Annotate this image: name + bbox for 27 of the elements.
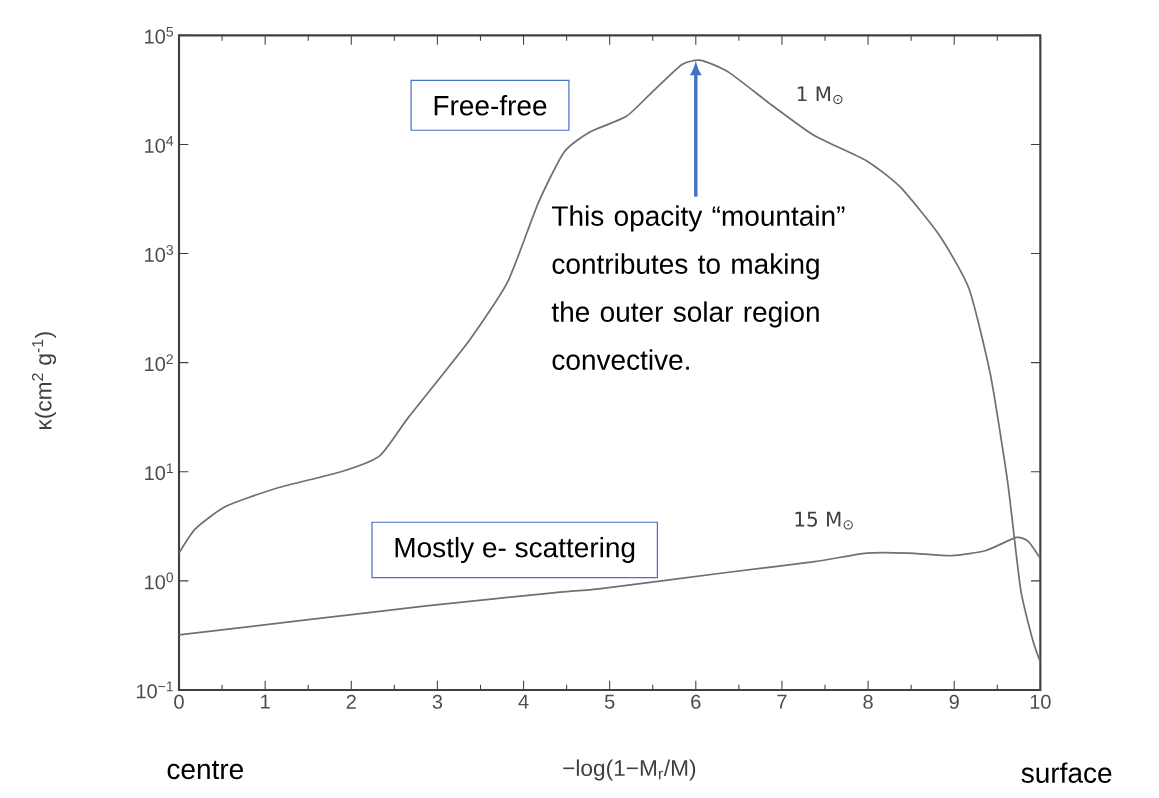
- x-tick-label: 2: [346, 694, 356, 709]
- y-tick-label: 10$^{4}$: [145, 136, 174, 153]
- x-tick-label: 5: [604, 694, 615, 709]
- x-tick-label: 7: [777, 694, 787, 709]
- x-tick-label: 10: [1030, 694, 1051, 709]
- text: centre: [167, 760, 243, 780]
- x-tick-label: 9: [949, 694, 959, 709]
- y-tick-label: 10$^{1}$: [145, 463, 173, 481]
- x-tick-label: 4: [518, 694, 529, 709]
- x-tick-label: 1: [261, 694, 270, 709]
- series-label: 15 M$_{⊙}$: [795, 511, 853, 530]
- y-tick-label: 10$^{0}$: [145, 572, 174, 590]
- y-axis-title: κ(cm$^{2}$ g$^{-1}$): [31, 332, 57, 430]
- x-tick-label: 8: [863, 694, 873, 709]
- annotation: This opacity “mountain” contributes to making the outer solar region convective.: [551, 205, 845, 370]
- x-tick-label: 0: [174, 694, 184, 709]
- y-tick-label: 10$^{5}$: [145, 26, 174, 44]
- annotation: Mostly e- scattering: [395, 536, 635, 564]
- y-tick-label: 10$^{−1}$: [136, 681, 173, 699]
- annotation: Free-free: [434, 95, 547, 116]
- text: surface: [1021, 762, 1112, 783]
- y-tick-label: 10$^{2}$: [145, 354, 173, 372]
- x-tick-label: 3: [432, 694, 443, 709]
- x-tick-label: 6: [691, 694, 701, 709]
- series-label: 1 M$_{⊙}$: [797, 86, 843, 105]
- x-axis-title: −log(1−M$_{r}$/M): [563, 759, 696, 781]
- y-tick-label: 10$^{3}$: [145, 245, 174, 263]
